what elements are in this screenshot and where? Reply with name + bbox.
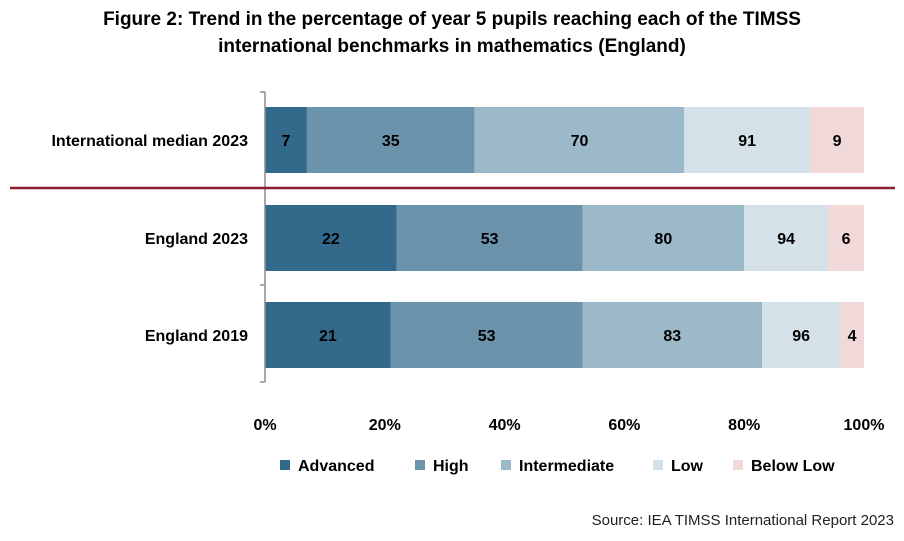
bar-below-low-international-median-2023 [810,107,864,173]
bar-high-england-2023 [396,205,583,271]
x-tick-label: 0% [253,417,276,434]
stacked-bar-chart: 7 35 70 91 9 International median 2023 22 53 80 9… [10,91,895,475]
x-tick-label: 20% [369,417,401,434]
data-label-intermediate-england-2023: 80 [654,231,672,248]
bar-low-international-median-2023 [684,107,811,173]
legend-label-low: Low [671,458,704,475]
bar-advanced-international-median-2023 [265,107,307,173]
bar-advanced-england-2023 [265,205,397,271]
legend-swatch-advanced [280,460,290,470]
data-label-high-england-2023: 53 [481,231,499,248]
data-label-low-england-2019: 96 [792,328,810,345]
category-label-england-2023: England 2023 [145,231,248,248]
legend-label-advanced: Advanced [298,458,374,475]
data-label-below-low-england-2019: 4 [848,328,857,345]
x-tick-label: 60% [608,417,640,434]
legend-label-below-low: Below Low [751,458,835,475]
data-label-below-low-international-median-2023: 9 [833,133,842,150]
data-label-intermediate-england-2019: 83 [663,328,681,345]
data-label-low-england-2023: 94 [777,231,795,248]
category-label-international-median-2023: International median 2023 [51,133,248,150]
bar-below-low-england-2023 [828,205,864,271]
category-label-england-2019: England 2019 [145,328,248,345]
bar-low-england-2019 [762,302,841,368]
data-label-high-international-median-2023: 35 [382,133,400,150]
x-tick-label: 80% [728,417,760,434]
data-label-intermediate-international-median-2023: 70 [571,133,589,150]
data-label-low-international-median-2023: 91 [738,133,756,150]
bar-advanced-england-2019 [265,302,391,368]
chart-title: Figure 2: Trend in the percentage of yea… [0,6,904,60]
x-tick-label: 40% [489,417,521,434]
bar-intermediate-england-2019 [582,302,763,368]
chart-title-line-1: Figure 2: Trend in the percentage of yea… [103,9,801,30]
legend-swatch-high [415,460,425,470]
data-label-below-low-england-2023: 6 [842,231,851,248]
legend-label-intermediate: Intermediate [519,458,614,475]
legend-swatch-below-low [733,460,743,470]
legend-label-high: High [433,458,469,475]
legend-swatch-intermediate [501,460,511,470]
bar-high-england-2019 [390,302,583,368]
bar-low-england-2023 [744,205,829,271]
bar-high-international-median-2023 [306,107,475,173]
chart-title-line-2: international benchmarks in mathematics … [218,36,686,57]
legend-swatch-low [653,460,663,470]
bar-intermediate-international-median-2023 [474,107,685,173]
bar-intermediate-england-2023 [582,205,745,271]
data-label-advanced-international-median-2023: 7 [282,133,291,150]
data-label-advanced-england-2023: 22 [322,231,340,248]
data-label-advanced-england-2019: 21 [319,328,337,345]
x-tick-label: 100% [844,417,885,434]
bar-below-low-england-2019 [840,302,864,368]
source-note: Source: IEA TIMSS International Report 2… [591,512,894,529]
data-label-high-england-2019: 53 [478,328,496,345]
